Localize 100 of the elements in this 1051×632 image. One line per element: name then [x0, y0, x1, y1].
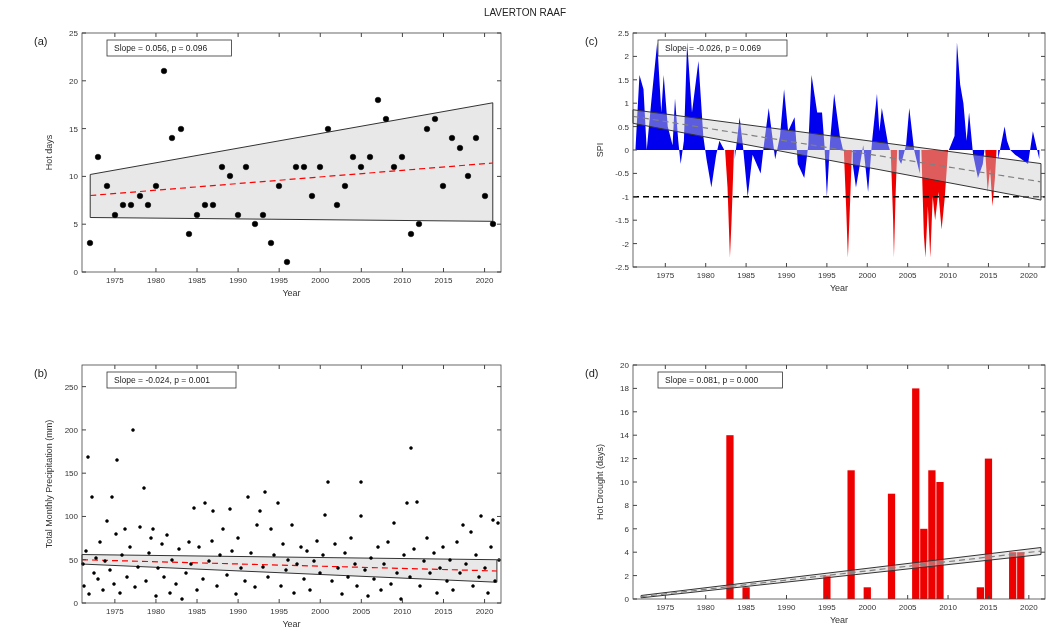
y-tick-label: -0.5	[615, 169, 630, 179]
point	[308, 192, 316, 200]
point	[201, 201, 209, 209]
point	[209, 201, 217, 209]
chart-subtitle: (b)	[34, 367, 48, 379]
point	[226, 172, 234, 180]
point	[472, 134, 480, 142]
y-tick-label: 0	[73, 599, 79, 608]
point	[94, 153, 102, 161]
point	[193, 211, 201, 219]
y-tick-label: 8	[624, 501, 630, 511]
y-tick-label: 1.5	[617, 75, 630, 85]
y-tick-label: 100	[64, 512, 79, 522]
point	[349, 153, 357, 161]
x-tick-label: 1990	[777, 603, 796, 612]
point	[456, 144, 464, 152]
x-tick-label: 2005	[352, 607, 371, 616]
x-tick-label: 2010	[393, 607, 412, 616]
point	[267, 239, 275, 247]
point	[382, 115, 390, 123]
x-tick-label: 2010	[939, 603, 958, 612]
y-axis-title: Hot days	[44, 134, 54, 171]
point	[292, 163, 300, 171]
x-tick-label: 1995	[270, 276, 289, 285]
point	[234, 211, 242, 219]
x-tick-label: 2020	[1019, 271, 1039, 280]
x-axis-title: Year	[282, 619, 301, 629]
y-tick-label: 18	[620, 384, 630, 394]
y-tick-label: 10	[620, 478, 630, 487]
x-tick-label: 1995	[270, 607, 289, 616]
x-tick-label: 1980	[696, 603, 716, 612]
point	[168, 134, 176, 142]
point	[316, 163, 324, 171]
point	[177, 125, 185, 133]
annotation: Slope = 0.081, p = 0.000	[665, 375, 759, 385]
annotation: Slope = 0.056, p = 0.096	[114, 43, 208, 53]
x-tick-label: 1975	[656, 603, 675, 612]
y-tick-label: 250	[64, 382, 79, 392]
x-tick-label: 2000	[858, 603, 877, 612]
x-tick-label: 2010	[393, 276, 412, 285]
point	[341, 182, 349, 190]
x-tick-label: 1995	[817, 271, 837, 280]
point	[398, 153, 406, 161]
y-tick-label: 150	[64, 469, 79, 479]
point	[144, 201, 152, 209]
x-tick-label: 2020	[1019, 603, 1039, 612]
x-tick-label: 1985	[188, 276, 207, 285]
y-tick-label: 0	[73, 268, 79, 277]
y-tick-label: 50	[69, 555, 79, 565]
point	[333, 201, 341, 209]
x-tick-label: 2015	[979, 271, 998, 280]
x-axis-title: Year	[829, 283, 849, 293]
y-tick-label: 2	[624, 571, 630, 581]
y-axis-title: Total Monthly Precipitation (mm)	[44, 419, 54, 549]
text: LAVERTON RAAF	[483, 7, 567, 18]
y-tick-label: 14	[620, 431, 630, 441]
point	[464, 172, 472, 180]
y-tick-label: 10	[69, 172, 79, 182]
point	[160, 67, 168, 75]
bar	[887, 493, 896, 599]
bar	[742, 587, 750, 599]
bar	[823, 575, 831, 599]
x-tick-label: 2000	[311, 276, 330, 285]
y-axis-title: Hot Drought (days)	[595, 443, 605, 521]
x-axis-title: Year	[829, 615, 849, 625]
y-tick-label: 5	[73, 220, 79, 230]
x-tick-label: 1975	[105, 607, 125, 616]
x-tick-label: 2010	[939, 271, 958, 280]
annotation: Slope = -0.026, p = 0.069	[665, 43, 762, 53]
point	[324, 125, 332, 133]
x-axis-title: Year	[282, 288, 301, 298]
y-tick-label: 0	[624, 146, 630, 155]
point	[127, 201, 135, 209]
y-tick-label: 2	[624, 52, 630, 62]
point	[300, 163, 308, 171]
x-tick-label: 1980	[147, 276, 166, 285]
x-tick-label: 1985	[737, 271, 756, 280]
point	[283, 258, 291, 266]
chart-subtitle: (c)	[585, 35, 598, 47]
y-tick-label: 2.5	[617, 29, 630, 38]
y-tick-label: 0	[624, 595, 630, 604]
y-tick-label: 1	[624, 99, 630, 109]
point	[390, 163, 398, 171]
point	[439, 182, 447, 190]
bar	[847, 470, 855, 599]
x-tick-label: 2005	[898, 603, 918, 612]
x-tick-label: 1990	[229, 607, 248, 616]
x-tick-label: 2000	[858, 271, 877, 280]
y-tick-label: -1	[621, 192, 630, 202]
point	[259, 211, 267, 219]
x-tick-label: 1985	[188, 607, 207, 616]
y-tick-label: -2.5	[615, 263, 630, 272]
x-tick-label: 1995	[817, 603, 837, 612]
chart-subtitle: (d)	[585, 367, 599, 379]
y-tick-label: 25	[69, 29, 79, 38]
y-tick-label: 16	[620, 407, 630, 417]
y-tick-label: 0.5	[617, 122, 630, 132]
bar	[726, 435, 734, 599]
y-tick-label: 200	[64, 425, 79, 435]
x-tick-label: 2000	[311, 607, 330, 616]
